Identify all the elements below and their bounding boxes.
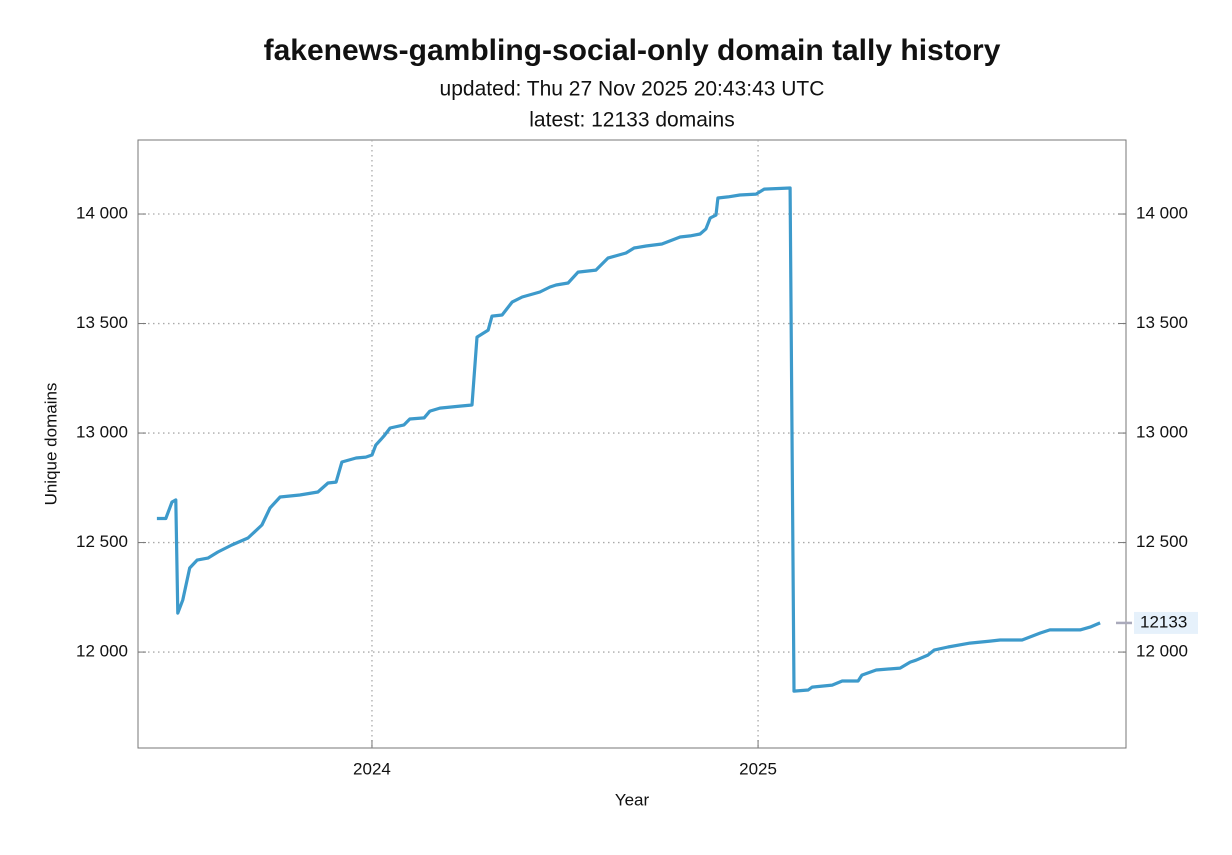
x-tick-label: 2025 [739, 759, 777, 778]
y2-tick-label: 12 000 [1136, 642, 1188, 661]
y-tick-label: 13 500 [76, 313, 128, 332]
y-tick-label: 14 000 [76, 204, 128, 223]
plot-frame [137, 139, 1127, 749]
end-label: 12133 [1140, 612, 1187, 631]
x-tick-label: 2024 [353, 759, 391, 778]
chart-subtitle: updated: Thu 27 Nov 2025 20:43:43 UTC [440, 78, 825, 101]
y2-tick-label: 12 500 [1136, 532, 1188, 551]
y-tick-label: 12 000 [76, 642, 128, 661]
y-axis-label: Unique domains [41, 383, 60, 506]
x-axis-label: Year [615, 790, 650, 809]
y2-tick-label: 13 500 [1136, 313, 1188, 332]
y2-tick-label: 14 000 [1136, 204, 1188, 223]
end-label-box [1134, 611, 1198, 634]
chart-title: fakenews-gambling-social-only domain tal… [264, 34, 1001, 67]
y2-tick-label: 13 000 [1136, 423, 1188, 442]
chart-subtitle: latest: 12133 domains [529, 109, 734, 132]
y-tick-label: 13 000 [76, 423, 128, 442]
y-tick-label: 12 500 [76, 532, 128, 551]
line [156, 186, 1101, 693]
